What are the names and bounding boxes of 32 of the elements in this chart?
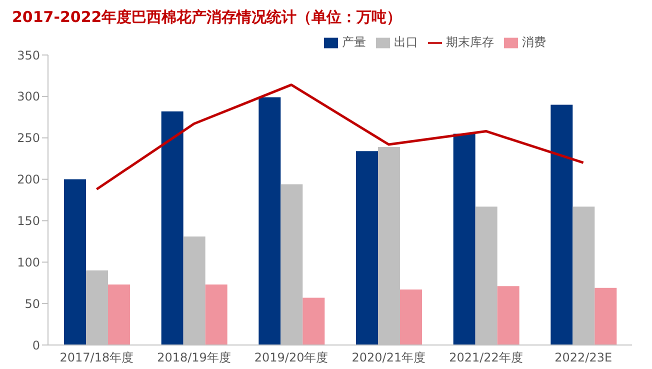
x-tick-label: 2018/19年度 [157,350,231,365]
x-tick-label: 2020/21年度 [352,350,426,365]
line-series [95,84,585,190]
bar [550,104,573,345]
legend-label: 期末库存 [446,35,494,49]
bar [302,298,325,345]
x-tick-label: 2017/18年度 [60,350,134,365]
bar [258,97,281,345]
bar [497,286,520,345]
y-tick-label: 0 [32,338,40,352]
y-tick-label: 50 [24,296,40,311]
bar [205,284,228,345]
chart-title: 2017-2022年度巴西棉花产消存情况统计（单位：万吨） [12,8,402,27]
x-tick-label: 2019/20年度 [254,350,328,365]
legend-label: 产量 [342,35,366,49]
legend-label: 出口 [394,35,418,49]
y-tick-label: 200 [17,172,40,187]
bar [64,179,86,345]
y-tick-label: 100 [17,255,40,270]
legend-label: 消费 [522,35,546,49]
x-tick-label: 2022/23E [554,350,612,365]
y-tick-label: 150 [17,214,40,228]
bar [400,289,422,345]
y-tick-label: 250 [17,131,40,146]
y-tick-label: 300 [17,90,40,104]
bar [594,288,617,345]
y-tick-label: 350 [17,48,40,62]
bar [108,284,130,345]
bar [453,134,476,345]
bar [161,111,184,345]
bar [356,151,378,345]
x-tick-label: 2021/22年度 [449,350,523,365]
